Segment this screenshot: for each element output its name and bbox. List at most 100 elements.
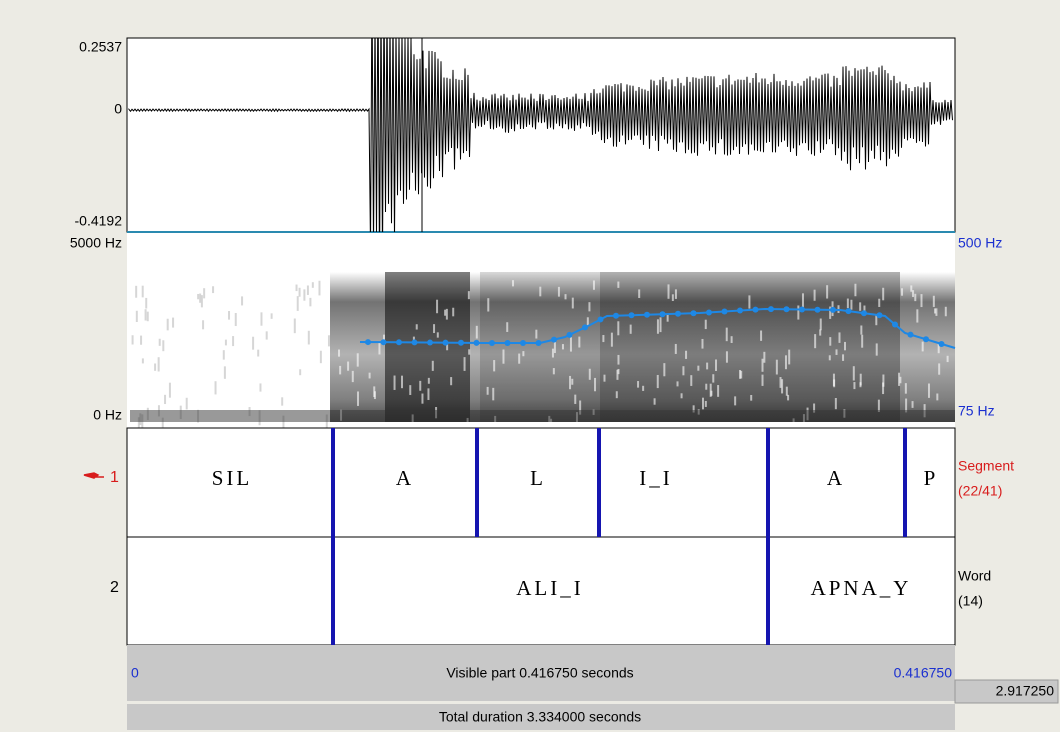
spec-speck [859, 302, 861, 310]
spec-speck [842, 354, 844, 361]
spec-speck [898, 373, 900, 386]
spec-speck [663, 363, 665, 376]
spec-speck [347, 362, 349, 371]
spec-speck [409, 385, 411, 395]
spec-speck [705, 384, 707, 390]
spec-speck [512, 280, 514, 286]
spec-speck [201, 295, 203, 307]
pitch-dot [536, 340, 542, 346]
spec-speck [802, 293, 804, 307]
spec-speck [920, 294, 922, 307]
spec-speck [437, 332, 439, 337]
spec-speck [571, 379, 573, 385]
total-label: Total duration 3.334000 seconds [439, 709, 641, 725]
spec-speck [905, 383, 907, 394]
spec-speck [558, 287, 560, 297]
spec-speck [394, 376, 396, 390]
spec-speck [938, 363, 940, 374]
spec-speck [762, 375, 764, 386]
pitch-dot [644, 312, 650, 318]
spec-speck [630, 325, 632, 334]
spec-speck [854, 284, 856, 296]
spec-speck [502, 349, 504, 363]
pitch-dot [877, 312, 883, 318]
pitch-dot [520, 340, 526, 346]
spec-speck [553, 368, 555, 374]
spec-speck [136, 311, 138, 322]
spec-speck [487, 298, 489, 311]
spec-speck [762, 359, 764, 372]
spec-speck [835, 398, 837, 409]
pitch-dot [830, 307, 836, 313]
praat-editor: 0.2537 0 -0.4192 5000 Hz 0 Hz 500 Hz 75 … [0, 0, 1060, 732]
spec-speck [836, 349, 838, 355]
spec-speck [820, 319, 822, 331]
pitch-dot [567, 332, 573, 338]
pitch-dot [412, 339, 418, 345]
visible-end: 0.416750 [894, 665, 953, 681]
spec-speck [602, 335, 604, 342]
spec-speck [657, 375, 659, 388]
spec-speck [819, 329, 821, 335]
spec-speck [339, 366, 341, 375]
spec-speck [432, 361, 434, 371]
spec-speck [726, 351, 728, 362]
spec-speck [844, 342, 846, 350]
spec-speck [760, 331, 762, 341]
pitch-dot [706, 309, 712, 315]
spec-speck [617, 369, 619, 374]
pitch-dot [939, 341, 945, 347]
tier-name: Segment [958, 458, 1014, 474]
spec-speck [338, 350, 340, 357]
pitch-dot [660, 311, 666, 317]
spec-speck [215, 381, 217, 394]
pitch-dot [489, 340, 495, 346]
spec-speck [829, 337, 831, 346]
spec-speck [421, 394, 423, 404]
spec-speck [701, 339, 703, 349]
visible-label: Visible part 0.416750 seconds [446, 665, 633, 681]
tier-count: (22/41) [958, 483, 1002, 499]
tier-count: (14) [958, 593, 983, 609]
spec-speck [145, 309, 147, 320]
pitch-dot [753, 307, 759, 313]
spec-speck [712, 374, 714, 382]
waveform-panel [127, 38, 955, 232]
spec-speck [154, 363, 156, 370]
spec-speck [910, 285, 912, 291]
spec-speck [493, 360, 495, 371]
spec-speck [552, 349, 554, 358]
spec-speck [657, 319, 659, 333]
spec-speck [914, 294, 916, 301]
pitch-dot [613, 313, 619, 319]
spec-speck [172, 318, 174, 328]
spec-speck [203, 288, 205, 298]
pitch-dot [582, 324, 588, 330]
spec-speck [675, 289, 677, 299]
pitch-dot [737, 308, 743, 314]
spec-speck [202, 320, 204, 329]
spec-speck [299, 369, 301, 375]
spec-speck [637, 381, 639, 388]
spec-speck [882, 288, 884, 301]
pitch-dot [365, 339, 371, 345]
spec-speck [690, 375, 692, 386]
pitch-dot [629, 312, 635, 318]
spec-speck [750, 395, 752, 401]
visible-start: 0 [131, 665, 139, 681]
spec-speck [369, 373, 371, 379]
spec-speck [492, 388, 494, 400]
spec-speck [312, 282, 314, 288]
spec-speck [444, 310, 446, 316]
spec-speck [539, 287, 541, 297]
interval-label: ALI_I [516, 576, 583, 600]
spec-speck [570, 337, 572, 351]
spec-speck [186, 398, 188, 410]
spec-speck [936, 394, 938, 401]
spec-speck [672, 294, 674, 301]
spec-speck [135, 286, 137, 298]
spec-speck [572, 298, 574, 309]
spec-speck [299, 288, 301, 297]
spec-speck [928, 384, 930, 398]
spec-speck [788, 350, 790, 365]
